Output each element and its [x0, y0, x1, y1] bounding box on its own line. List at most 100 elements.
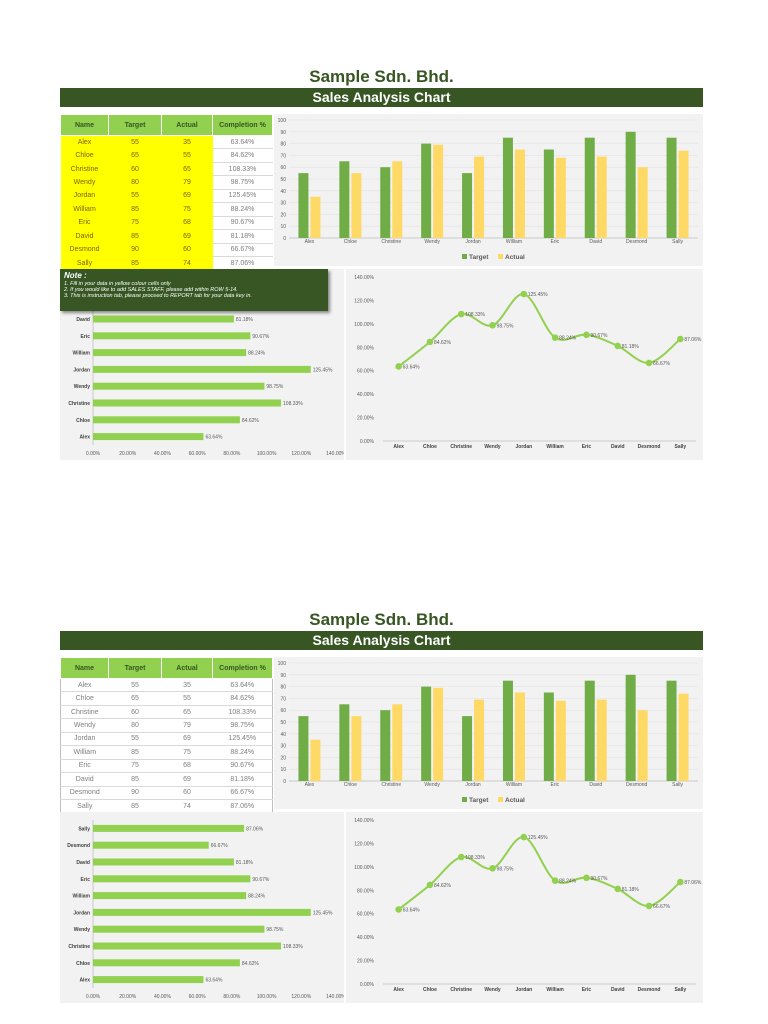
y-tick-label: Alex	[79, 435, 90, 441]
actual-cell[interactable]: 55	[161, 148, 213, 163]
legend-swatch-target	[462, 797, 467, 802]
bar-target	[421, 143, 432, 238]
completion-bar	[93, 349, 247, 357]
target-cell[interactable]: 90	[108, 243, 162, 257]
completion-point	[426, 338, 434, 346]
bar-target	[298, 173, 309, 238]
y-tick-label: 120.00%	[354, 298, 374, 304]
name-cell[interactable]: Chloe	[60, 148, 109, 163]
completion-bar	[93, 315, 234, 323]
name-cell[interactable]: Christine	[60, 162, 109, 176]
completion-point	[645, 359, 653, 367]
x-tick-label: Jordan	[465, 239, 481, 245]
y-tick-label: 100	[278, 118, 287, 124]
y-tick-label: 140.00%	[354, 818, 374, 824]
x-tick-label: Alex	[393, 987, 404, 993]
target-cell[interactable]: 85	[108, 229, 162, 243]
column-header-target: Target	[108, 657, 162, 679]
x-tick-label: Christine	[450, 444, 472, 450]
bar-actual	[514, 149, 525, 238]
y-tick-label: Alex	[79, 978, 90, 984]
name-cell[interactable]: Alex	[60, 135, 109, 149]
data-label: 63.64%	[403, 364, 421, 370]
data-label: 125.45%	[528, 835, 548, 841]
actual-cell[interactable]: 65	[161, 162, 213, 176]
legend-label: Target	[469, 797, 489, 804]
actual-cell: 69	[161, 732, 213, 747]
target-actual-bar-chart: 0 10 20 30 40 50 60 70 80 90 100 Alex Chloe Christine…	[274, 114, 703, 266]
completion-line-chart: 0.00% 20.00% 40.00% 60.00% 80.00% 100.00% 120.…	[346, 269, 703, 460]
target-cell[interactable]: 80	[108, 175, 162, 190]
target-actual-chart-svg: 0 10 20 30 40 50 60 70 80 90 100 Alex Chloe Christine…	[278, 118, 698, 261]
name-cell[interactable]: David	[60, 229, 109, 243]
x-tick-label: 100.00%	[257, 451, 277, 457]
target-cell: 90	[108, 786, 162, 800]
completion-cell: 88.24%	[212, 202, 273, 217]
x-tick-label: 20.00%	[119, 994, 137, 1000]
table-row: Wendy 80 79 98.75%	[60, 175, 273, 190]
y-tick-label: William	[73, 351, 91, 357]
actual-cell[interactable]: 79	[161, 175, 213, 190]
completion-cell: 125.45%	[212, 732, 273, 747]
x-tick-label: William	[506, 782, 522, 788]
completion-point	[583, 874, 590, 882]
actual-cell[interactable]: 35	[161, 135, 213, 149]
completion-line-chart-svg: 0.00% 20.00% 40.00% 60.00% 80.00% 100.00% 120.…	[354, 818, 702, 993]
y-tick-label: 60	[280, 708, 286, 714]
completion-bar-chart: 63.64% Alex 84.62% Chloe 108.33% Christine 98.…	[60, 812, 346, 1003]
bar-target	[543, 149, 554, 238]
y-tick-label: 40.00%	[357, 935, 375, 941]
name-cell[interactable]: Wendy	[60, 175, 109, 190]
x-tick-label: 20.00%	[119, 451, 137, 457]
target-cell[interactable]: 75	[108, 216, 162, 230]
completion-cell: 84.62%	[212, 691, 273, 706]
bar-target	[502, 137, 513, 238]
actual-cell[interactable]: 69	[161, 189, 213, 203]
table-row: Sally 85 74 87.06%	[60, 256, 273, 271]
x-tick-label: Eric	[582, 444, 592, 450]
y-tick-label: Chloe	[76, 961, 90, 967]
x-tick-label: 140.00%	[326, 451, 344, 457]
data-label: 84.62%	[434, 340, 452, 346]
name-cell: Alex	[60, 678, 109, 693]
actual-cell: 69	[161, 772, 213, 787]
actual-cell[interactable]: 74	[161, 256, 213, 270]
target-cell[interactable]: 85	[108, 256, 162, 270]
completion-cell: 90.67%	[212, 759, 273, 774]
completion-bar	[93, 908, 311, 916]
target-actual-chart-svg: 0 10 20 30 40 50 60 70 80 90 100 Alex Chloe Christine…	[278, 661, 698, 804]
completion-point	[395, 363, 402, 370]
target-cell[interactable]: 55	[108, 135, 162, 149]
y-tick-label: Christine	[68, 401, 90, 407]
bar-target	[666, 137, 677, 238]
actual-cell[interactable]: 60	[161, 243, 213, 257]
completion-bar	[93, 332, 251, 340]
actual-cell[interactable]: 68	[161, 216, 213, 230]
name-cell[interactable]: Desmond	[60, 243, 109, 257]
x-tick-label: William	[546, 987, 564, 993]
y-tick-label: Jordan	[73, 367, 90, 373]
y-tick-label: 80.00%	[357, 345, 375, 351]
name-cell[interactable]: Jordan	[60, 189, 109, 203]
target-cell[interactable]: 85	[108, 202, 162, 217]
target-cell[interactable]: 55	[108, 189, 162, 203]
target-cell: 65	[108, 691, 162, 706]
table-row: William 85 75 88.24%	[60, 745, 273, 760]
name-cell[interactable]: William	[60, 202, 109, 217]
completion-bar	[93, 942, 282, 950]
table-row: Jordan 55 69 125.45%	[60, 732, 273, 747]
y-tick-label: 140.00%	[354, 275, 374, 281]
data-label: 87.06%	[684, 337, 702, 343]
completion-bar	[93, 365, 311, 373]
target-cell[interactable]: 60	[108, 162, 162, 176]
bar-actual	[678, 150, 689, 238]
y-tick-label: Chloe	[76, 418, 90, 424]
actual-cell[interactable]: 69	[161, 229, 213, 243]
note-line: 1. Fill in your data in yellow colour ce…	[64, 281, 171, 287]
actual-cell[interactable]: 75	[161, 202, 213, 217]
x-tick-label: David	[589, 239, 602, 245]
name-cell[interactable]: Eric	[60, 216, 109, 230]
x-tick-label: Wendy	[424, 239, 440, 245]
target-cell[interactable]: 65	[108, 148, 162, 163]
name-cell[interactable]: Sally	[60, 256, 109, 270]
